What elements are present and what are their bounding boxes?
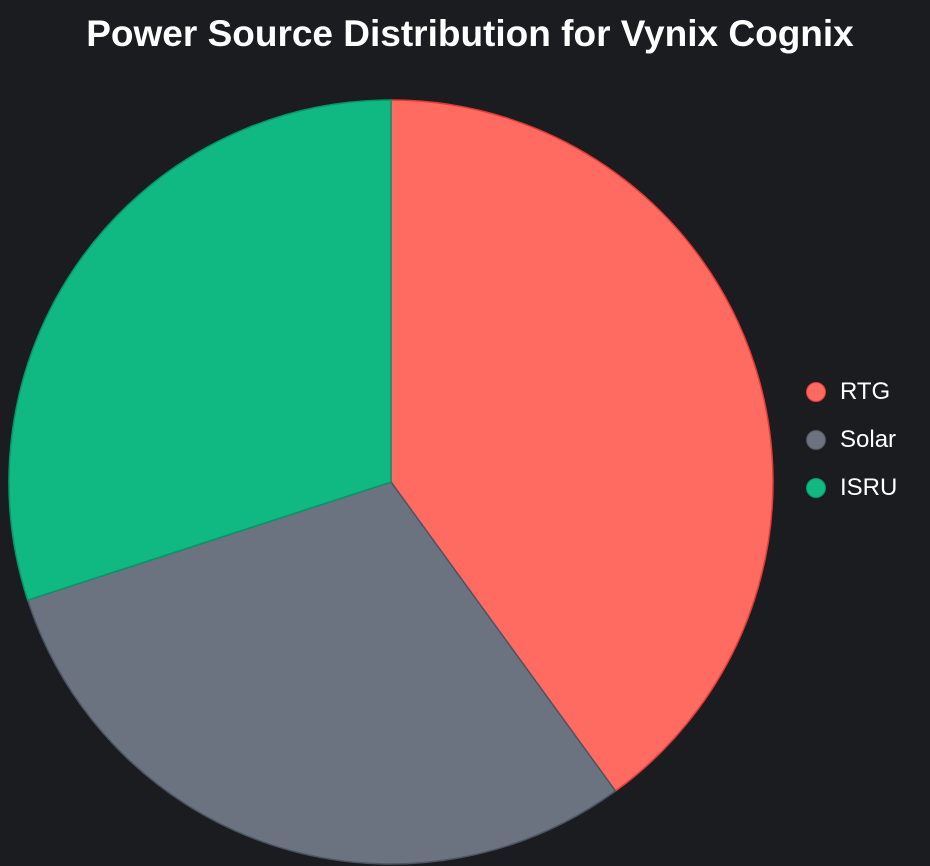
- legend-swatch-solar: [806, 430, 826, 450]
- pie-slice-rtg[interactable]: [390, 99, 774, 792]
- legend-label-solar: Solar: [840, 426, 897, 453]
- legend-label-isru: ISRU: [840, 474, 898, 501]
- legend-swatch-isru: [806, 478, 826, 498]
- legend-item-solar[interactable]: Solar: [806, 416, 897, 464]
- legend-swatch-rtg: [806, 382, 826, 402]
- pie-slice-solar[interactable]: [26, 481, 617, 865]
- legend: RTG Solar ISRU: [806, 368, 897, 512]
- chart-title: Power Source Distribution for Vynix Cogn…: [86, 13, 854, 54]
- legend-item-isru[interactable]: ISRU: [806, 464, 897, 512]
- legend-label-rtg: RTG: [840, 378, 891, 405]
- legend-item-rtg[interactable]: RTG: [806, 368, 897, 416]
- pie-slice-isru[interactable]: [8, 99, 392, 601]
